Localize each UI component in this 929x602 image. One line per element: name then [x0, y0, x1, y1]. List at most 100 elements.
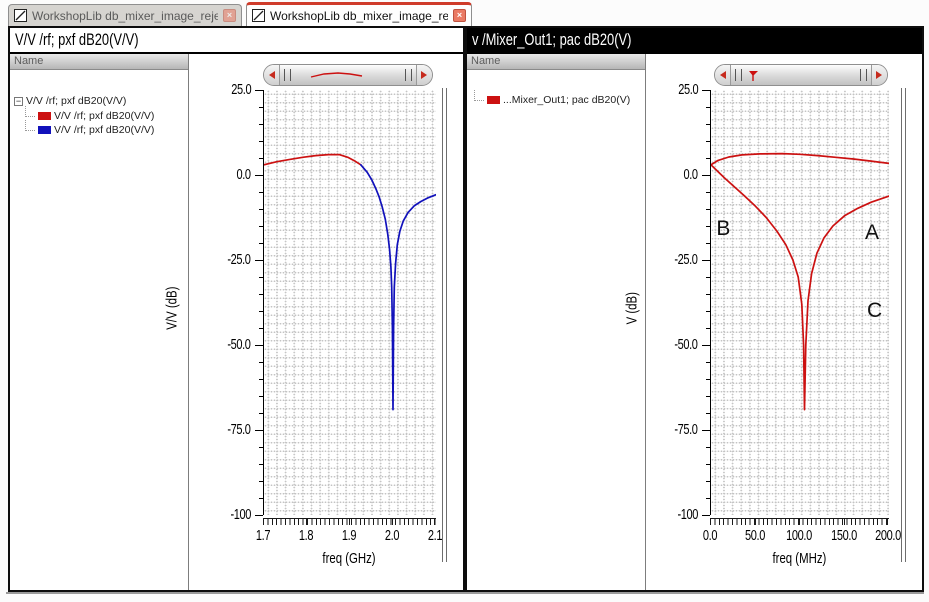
tab-label: WorkshopLib db_mixer_image_reje... [32, 8, 218, 23]
y-axis-tick [259, 378, 263, 380]
legend-parent-label: V/V /rf; pxf dB20(V/V) [26, 95, 127, 107]
y-axis-tick [706, 395, 710, 397]
slider-left-arrow-button[interactable] [264, 65, 280, 85]
slider-thumb[interactable] [280, 65, 416, 85]
legend-parent-row[interactable]: − V/V /rf; pxf dB20(V/V) [14, 94, 188, 108]
legend-trace-row[interactable]: V/V /rf; pxf dB20(V/V) [22, 119, 188, 137]
x-tick-label: 50.0 [744, 528, 765, 544]
y-axis-tick [255, 429, 263, 431]
waveform-trace[interactable] [264, 153, 362, 166]
right-triangle-icon [421, 71, 431, 79]
legend-trace-label: ...Mixer_Out1; pac dB20(V) [503, 94, 631, 106]
x-tick-label: 1.9 [341, 528, 357, 544]
y-axis-tick [259, 446, 263, 448]
tab-close-icon[interactable]: × [223, 9, 236, 22]
y-axis-tick [259, 361, 263, 363]
x-axis-major-tick [434, 519, 435, 525]
y-tick-label: -25.0 [227, 252, 252, 268]
y-axis-tick [702, 429, 710, 431]
y-axis-tick [702, 174, 710, 176]
y-axis-tick [259, 497, 263, 499]
y-axis-tick [255, 174, 263, 176]
y-axis-ticks [255, 89, 263, 516]
x-axis-major-tick [710, 519, 711, 525]
trace-canvas[interactable] [264, 90, 436, 515]
y-axis-tick [706, 276, 710, 278]
x-pan-slider[interactable] [263, 64, 433, 86]
y-axis-tick [259, 480, 263, 482]
x-axis-major-tick [843, 519, 845, 525]
slider-right-arrow-button[interactable] [871, 65, 887, 85]
x-axis-title: freq (GHz) [322, 550, 376, 567]
y-axis-tick [259, 242, 263, 244]
y-tick-label: -75.0 [674, 422, 699, 438]
x-axis-major-tick [754, 519, 756, 525]
y-axis-tick [706, 327, 710, 329]
plot-grid[interactable] [263, 90, 436, 515]
y-tick-label: -100 [230, 507, 251, 523]
legend-trace-row[interactable]: V/V /rf; pxf dB20(V/V) [22, 105, 188, 123]
y-tick-label: 25.0 [231, 82, 251, 98]
trace-color-swatch[interactable] [38, 112, 51, 120]
x-axis-major-tick [392, 519, 393, 525]
slider-thumb[interactable] [731, 65, 871, 85]
plot-annotations [263, 90, 435, 515]
x-tick-label: 1.7 [255, 528, 271, 544]
y-tick-label: 25.0 [678, 82, 698, 98]
y-axis-tick [259, 463, 263, 465]
tab-waveform-2[interactable]: WorkshopLib db_mixer_image_reje... × [246, 2, 472, 26]
plot-grid[interactable] [710, 90, 889, 515]
trace-canvas[interactable] [711, 90, 889, 515]
y-tick-label: -50.0 [674, 337, 699, 353]
waveform-trace[interactable] [711, 163, 889, 411]
y-axis-ticks [702, 89, 710, 516]
slider-right-arrow-button[interactable] [416, 65, 432, 85]
slider-left-arrow-button[interactable] [715, 65, 731, 85]
y-axis-tick [255, 514, 263, 516]
legend-panel: Name − V/V /rf; pxf dB20(V/V) V/V /rf; p… [10, 54, 189, 590]
tab-waveform-1[interactable]: WorkshopLib db_mixer_image_reje... × [8, 4, 242, 26]
y-axis-tick [706, 242, 710, 244]
y-tick-label: 0.0 [236, 167, 252, 183]
legend-trace-row[interactable]: ...Mixer_Out1; pac dB20(V) [471, 89, 645, 107]
y-axis-tick [706, 191, 710, 193]
y-axis-tick [259, 123, 263, 125]
y-axis-tick [259, 106, 263, 108]
y-axis-tick [255, 259, 263, 261]
y-axis-tick [259, 395, 263, 397]
y-axis-tick [259, 327, 263, 329]
y-axis-tick [706, 140, 710, 142]
plot-window-pxf: V/V /rf; pxf dB20(V/V) Name − V/V /rf; p… [8, 26, 465, 592]
y-axis-tick [706, 480, 710, 482]
tab-close-icon[interactable]: × [453, 9, 466, 22]
right-triangle-icon [876, 71, 886, 79]
legend-panel: Name ...Mixer_Out1; pac dB20(V) [467, 54, 646, 590]
x-axis-ruler [263, 518, 436, 525]
waveform-trace[interactable] [711, 152, 889, 166]
x-tick-label: 2.1 [427, 528, 443, 544]
x-pan-slider[interactable] [714, 64, 888, 86]
tree-collapse-icon[interactable]: − [14, 95, 23, 106]
annotation-letter-C: C [867, 299, 883, 322]
mini-trace-preview-icon [310, 72, 363, 78]
legend-name-header: Name [10, 54, 188, 70]
y-axis-tick [259, 310, 263, 312]
window-sash [901, 88, 906, 562]
y-axis-tick [706, 293, 710, 295]
plot-window-pac: v /Mixer_Out1; pac dB20(V) Name ...Mixer… [465, 26, 924, 592]
slider-grip-icon [405, 69, 412, 81]
x-tick-label: 150.0 [830, 528, 857, 544]
window-bottom-shadow [6, 592, 924, 594]
waveform-trace[interactable] [359, 163, 436, 411]
x-axis-labels: 1.7 1.8 1.9 2.0 2.1 [256, 528, 443, 544]
y-axis-title: V/V (dB) [163, 286, 181, 331]
slider-grip-icon [284, 69, 291, 81]
left-triangle-icon [265, 71, 275, 79]
trace-color-swatch[interactable] [38, 126, 51, 134]
x-axis-major-tick [306, 519, 307, 525]
plot-annotations: B A C [710, 90, 888, 515]
y-axis-tick [702, 259, 710, 261]
y-axis-tick [706, 123, 710, 125]
trace-color-swatch[interactable] [487, 96, 500, 104]
